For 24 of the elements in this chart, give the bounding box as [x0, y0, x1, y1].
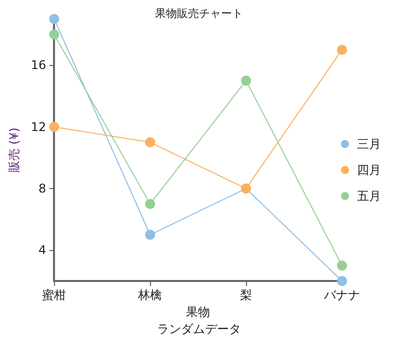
- point: [241, 76, 252, 86]
- y-tick-label: 8: [38, 182, 46, 196]
- x-tick-label: 蜜柑: [42, 288, 66, 302]
- legend-label: 五月: [357, 189, 381, 203]
- point: [49, 14, 60, 24]
- y-tick-label: 16: [30, 58, 46, 72]
- point: [49, 29, 60, 40]
- legend-label: 三月: [357, 137, 381, 151]
- y-tick-label: 4: [38, 243, 46, 258]
- x-tick-label: 林檎: [137, 288, 162, 302]
- x-tick-label: バナナ: [323, 288, 360, 302]
- chart-title: 果物販売チャート: [155, 7, 243, 20]
- x-axis-title: 果物: [186, 305, 210, 319]
- point: [145, 198, 156, 209]
- y-tick-label: 12: [30, 120, 46, 134]
- point: [49, 122, 60, 132]
- point: [145, 137, 156, 148]
- legend-label: 四月: [357, 163, 381, 177]
- y-axis-title: 販売 (¥): [7, 128, 21, 172]
- point: [145, 230, 156, 240]
- point: [337, 260, 347, 271]
- x-tick-label: 梨: [240, 288, 252, 302]
- point: [337, 44, 347, 55]
- text: ランダムデータ: [157, 322, 241, 336]
